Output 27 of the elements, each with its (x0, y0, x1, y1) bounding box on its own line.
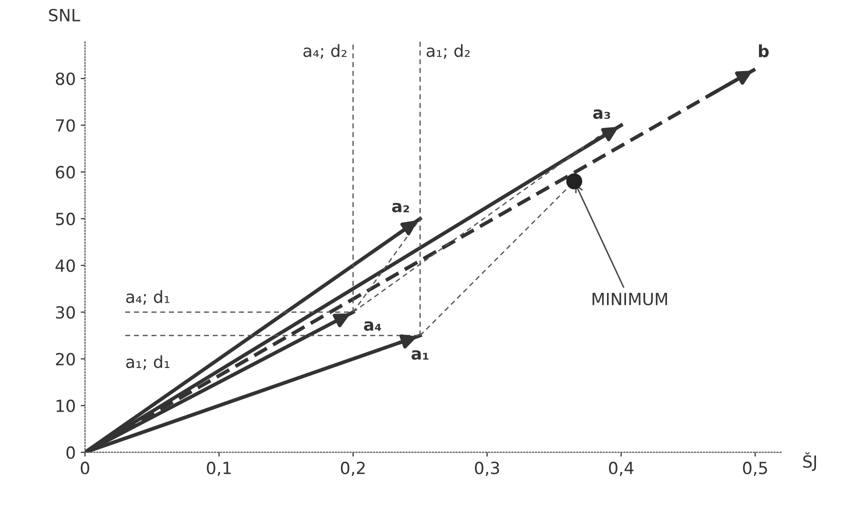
y-tick-label: 40 (56, 259, 75, 272)
y-tick-label: 20 (56, 352, 75, 366)
x-tick-label: 0,1 (206, 462, 231, 476)
annotation: a₄; d₂ (303, 44, 346, 59)
y-tick-label: 10 (56, 400, 75, 412)
x-axis-title: ŠJ (803, 452, 816, 471)
y-tick-label: 60 (56, 166, 75, 179)
series-label: a₂ (392, 202, 409, 212)
annotation: a₁; d₁ (126, 355, 170, 370)
annotation: MINIMUM (592, 292, 667, 306)
y-tick-label: 30 (56, 306, 75, 319)
x-tick-label: 0,2 (340, 462, 365, 476)
legend-label: a₄ (364, 321, 382, 331)
y-tick-label: 80 (56, 72, 75, 86)
annotation: a₄; d₁ (126, 290, 170, 305)
y-tick-label: 50 (56, 212, 75, 226)
x-tick-label: 0,5 (743, 462, 767, 476)
y-tick-label: 0 (66, 446, 75, 459)
x-tick-label: 0,3 (474, 462, 500, 476)
series-label: b (758, 44, 769, 58)
x-tick-label: 0 (80, 462, 90, 474)
series-label: a₃ (593, 109, 610, 119)
annotation: a₁; d₂ (426, 44, 470, 59)
x-tick-label: 0,4 (609, 462, 634, 476)
y-axis-title: SNL (49, 8, 80, 22)
series-label: a₁ (412, 350, 428, 360)
y-tick-label: 70 (56, 119, 75, 132)
